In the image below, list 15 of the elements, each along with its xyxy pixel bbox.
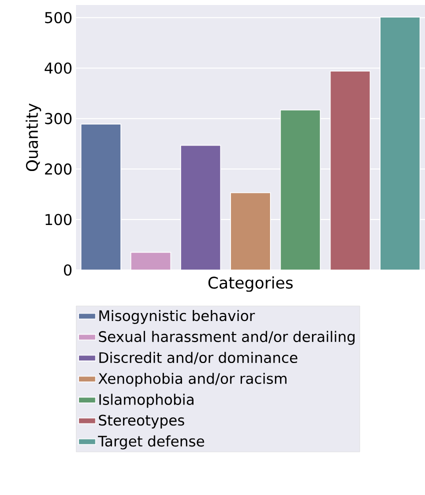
legend-label: Target defense	[98, 435, 204, 450]
y-axis-title: Quantity	[25, 104, 41, 172]
legend-label: Islamophobia	[99, 394, 194, 408]
y-tick-label: 100	[45, 214, 72, 226]
legend-label: Misogynistic behavior	[99, 310, 255, 324]
legend-label: Discredit and/or dominance	[99, 352, 298, 364]
y-tick-label: 0	[64, 264, 72, 276]
y-tick-label: 200	[44, 163, 72, 175]
y-tick-label: 500	[44, 12, 72, 24]
legend-label: Xenophobia and/or racism	[98, 372, 286, 387]
x-axis-title: Categories	[208, 276, 292, 292]
y-tick-label: 300	[44, 112, 72, 124]
y-tick-label: 400	[44, 62, 72, 74]
legend-label: Stereotypes	[98, 414, 184, 428]
legend-label: Sexual harassment and/or derailing	[98, 330, 354, 345]
